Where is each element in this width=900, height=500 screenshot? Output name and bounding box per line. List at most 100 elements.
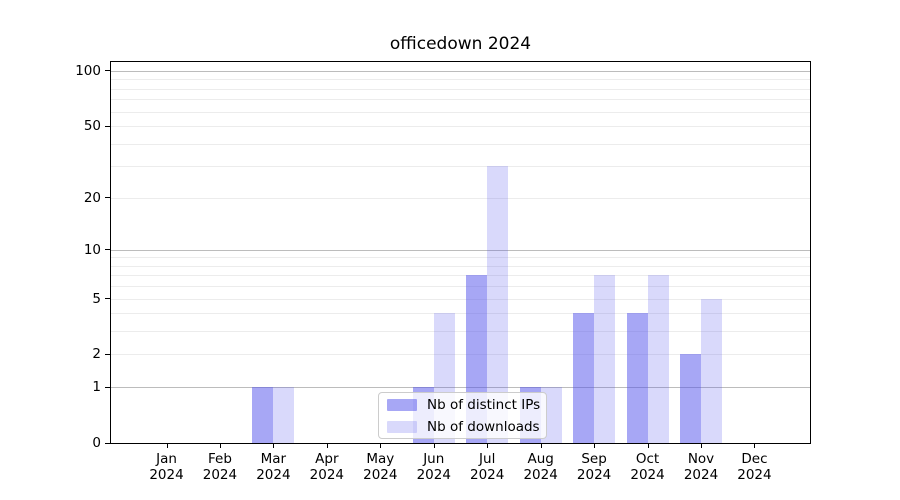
x-tick xyxy=(166,444,168,448)
x-tick-label-year: 2024 xyxy=(576,467,612,483)
x-tick xyxy=(273,444,275,448)
x-tick-label: Apr 2024 xyxy=(297,451,357,483)
bar-nb-of-downloads-nov-2024 xyxy=(701,298,722,443)
gridline-minor xyxy=(111,79,810,81)
y-tick xyxy=(105,249,110,251)
x-tick-label-year: 2024 xyxy=(737,467,772,483)
x-tick-label-month: Jul xyxy=(479,451,496,467)
x-tick-label: Sep 2024 xyxy=(564,451,624,483)
x-tick xyxy=(647,444,649,448)
legend-label-distinct-ips: Nb of distinct IPs xyxy=(427,396,541,413)
bar-nb-of-downloads-oct-2024 xyxy=(647,275,669,443)
gridline-minor xyxy=(111,354,810,356)
bar-nb-of-distinct-ips-sep-2024 xyxy=(573,313,595,443)
x-tick-label: Jul 2024 xyxy=(457,451,517,483)
x-tick-label: May 2024 xyxy=(350,451,410,483)
x-tick-label-month: Jan xyxy=(156,451,177,467)
x-tick-label-year: 2024 xyxy=(256,467,291,483)
y-tick xyxy=(105,353,110,355)
x-tick-label-month: Mar xyxy=(260,451,287,467)
gridline-minor xyxy=(111,298,810,300)
gridline-minor xyxy=(111,313,810,315)
gridline-major xyxy=(111,387,810,389)
bar-nb-of-distinct-ips-nov-2024 xyxy=(680,354,701,443)
x-tick-label-month: Oct xyxy=(635,451,660,467)
legend-item-distinct-ips: Nb of distinct IPs xyxy=(379,397,546,413)
x-tick-label-month: Apr xyxy=(315,451,339,467)
y-tick-label: 100 xyxy=(75,62,101,79)
plot-area xyxy=(110,61,811,444)
x-tick xyxy=(326,444,328,448)
x-tick-label-year: 2024 xyxy=(416,467,451,483)
x-tick-label-month: Jun xyxy=(423,451,445,467)
bar-nb-of-downloads-jul-2024 xyxy=(487,166,509,443)
gridline-minor xyxy=(111,126,810,128)
x-tick-label-year: 2024 xyxy=(363,467,398,483)
x-tick-label-year: 2024 xyxy=(149,467,184,483)
y-tick xyxy=(105,125,110,127)
y-tick-label: 20 xyxy=(83,189,101,206)
legend-swatch-downloads xyxy=(387,420,417,433)
bar-nb-of-downloads-sep-2024 xyxy=(594,275,616,443)
bar-nb-of-distinct-ips-mar-2024 xyxy=(252,387,274,443)
x-tick-label: Mar 2024 xyxy=(243,451,303,483)
legend-swatch-distinct-ips xyxy=(387,398,417,411)
y-tick xyxy=(105,298,110,300)
gridline-major xyxy=(111,249,810,251)
x-tick-label: Dec 2024 xyxy=(724,451,784,483)
y-tick-label: 2 xyxy=(92,346,101,363)
y-tick xyxy=(105,442,110,444)
x-tick-label: Aug 2024 xyxy=(511,451,571,483)
x-tick-label-year: 2024 xyxy=(470,467,505,483)
x-tick xyxy=(594,444,596,448)
y-tick-label: 0 xyxy=(92,435,101,451)
y-tick xyxy=(105,70,110,72)
x-tick-label-month: Aug xyxy=(527,451,554,467)
x-tick-label-year: 2024 xyxy=(202,467,238,483)
gridline-minor xyxy=(111,286,810,288)
x-tick-label: Oct 2024 xyxy=(618,451,678,483)
x-tick xyxy=(219,444,221,448)
gridline-minor xyxy=(111,275,810,277)
x-tick-label: Nov 2024 xyxy=(671,451,731,483)
gridline-minor xyxy=(111,265,810,267)
gridline-minor xyxy=(111,111,810,113)
x-tick-label-year: 2024 xyxy=(683,467,719,483)
x-tick xyxy=(540,444,542,448)
gridline-minor xyxy=(111,99,810,101)
gridline-minor xyxy=(111,257,810,259)
bar-nb-of-downloads-mar-2024 xyxy=(273,387,295,443)
gridline-major xyxy=(111,70,810,72)
y-tick xyxy=(105,197,110,199)
x-tick-label: Feb 2024 xyxy=(190,451,250,483)
x-tick-label: Jun 2024 xyxy=(404,451,464,483)
gridline-minor xyxy=(111,143,810,145)
y-tick-label: 1 xyxy=(92,379,101,396)
y-tick-label: 50 xyxy=(83,118,101,135)
x-tick xyxy=(487,444,489,448)
x-tick-label: Jan 2024 xyxy=(137,451,197,483)
x-tick-label-month: Sep xyxy=(581,451,607,467)
gridline-minor xyxy=(111,331,810,333)
x-tick-label-month: Dec xyxy=(741,451,768,467)
x-tick-label-month: May xyxy=(366,451,395,467)
bar-nb-of-distinct-ips-oct-2024 xyxy=(626,313,648,443)
x-tick xyxy=(380,444,382,448)
x-tick-label-month: Nov xyxy=(687,451,715,467)
x-tick-label-month: Feb xyxy=(207,451,232,467)
legend: Nb of distinct IPs Nb of downloads xyxy=(378,392,547,439)
y-tick xyxy=(105,386,110,388)
legend-item-downloads: Nb of downloads xyxy=(379,419,546,435)
gridline-minor xyxy=(111,88,810,90)
x-tick-label-year: 2024 xyxy=(523,467,558,483)
legend-label-downloads: Nb of downloads xyxy=(427,418,540,435)
x-tick xyxy=(701,444,702,448)
x-tick-label-year: 2024 xyxy=(630,467,665,483)
y-tick-label: 5 xyxy=(92,290,101,307)
gridline-minor xyxy=(111,197,810,199)
x-tick-label-year: 2024 xyxy=(309,467,345,483)
gridline-minor xyxy=(111,166,810,168)
chart-title: officedown 2024 xyxy=(389,34,532,54)
y-tick-label: 10 xyxy=(83,241,101,258)
